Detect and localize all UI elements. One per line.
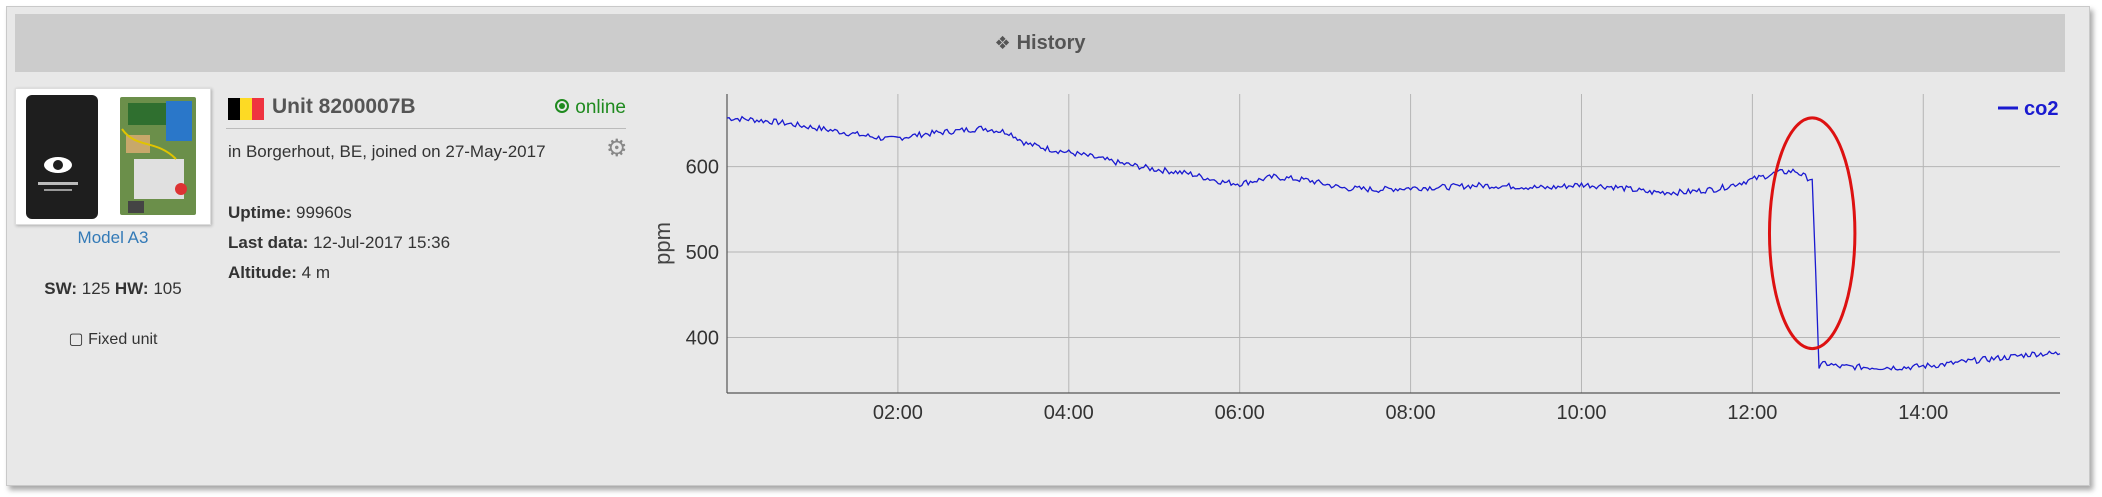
device-case [26,95,98,219]
hw-value: 105 [153,279,182,298]
device-photo [15,88,211,225]
gear-icon[interactable]: ⚙ [606,135,628,162]
model-link[interactable]: Model A3 [77,228,149,247]
x-tick-label: 08:00 [1386,402,1436,424]
fixed-unit-label: Fixed unit [88,331,158,348]
sw-hw-info: SW: 125 HW: 105 [15,279,211,299]
chart-grid [727,94,2060,393]
last-data-label: Last data: [228,233,309,252]
diamond-icon: ❖ [994,32,1011,53]
fixed-unit-checkbox[interactable]: ▢ Fixed unit [15,329,211,349]
uptime-row: Uptime: 99960s [228,203,352,223]
chart-legend: co2 [1998,98,2058,120]
online-dot-icon [555,99,570,113]
uptime-value: 99960s [296,203,352,222]
sw-label: SW: [44,279,78,298]
legend-label: co2 [2024,98,2058,120]
y-tick-label: 500 [686,242,719,264]
x-tick-label: 12:00 [1727,402,1777,424]
history-header[interactable]: ❖ History [15,14,2065,72]
x-tick-label: 02:00 [873,402,923,424]
history-panel [6,6,2090,486]
highlight-ellipse [1767,116,1857,351]
chart-annotation [1767,116,1857,351]
unit-title: Unit 8200007B [272,95,416,118]
history-title: History [1016,31,1086,54]
sw-value: 125 [81,279,111,298]
unit-header: Unit 8200007B online [226,90,626,129]
y-axis-label: ppm [650,222,675,265]
altitude-label: Altitude: [228,263,297,282]
last-data-row: Last data: 12-Jul-2017 15:36 [228,233,450,253]
status-text: online [575,97,626,118]
unit-location: in Borgerhout, BE, joined on 27-May-2017 [228,142,546,161]
x-tick-label: 06:00 [1215,402,1265,424]
x-tick-label: 10:00 [1556,402,1606,424]
y-tick-label: 400 [686,327,719,349]
belgium-flag-icon [228,98,264,120]
hw-label: HW: [114,279,149,298]
chart-ticks: 02:00 04:00 06:00 08:00 10:00 12:00 14:00 400 50… [686,157,1949,424]
uptime-label: Uptime: [228,203,292,222]
status-badge: online [555,97,626,119]
checkbox-icon[interactable]: ▢ [68,331,84,348]
x-tick-label: 04:00 [1044,402,1094,424]
x-tick-label: 14:00 [1898,402,1948,424]
y-tick-label: 600 [686,157,719,179]
last-data-value: 12-Jul-2017 15:36 [313,233,451,252]
chart-axes [726,94,2060,394]
chart-series [726,115,2061,372]
co2-series-line [726,115,2061,372]
co2-history-chart[interactable]: 02:00 04:00 06:00 08:00 10:00 12:00 14:00 400 50… [640,86,2065,436]
altitude-row: Altitude: 4 m [228,263,330,283]
altitude-value: 4 m [301,263,331,282]
